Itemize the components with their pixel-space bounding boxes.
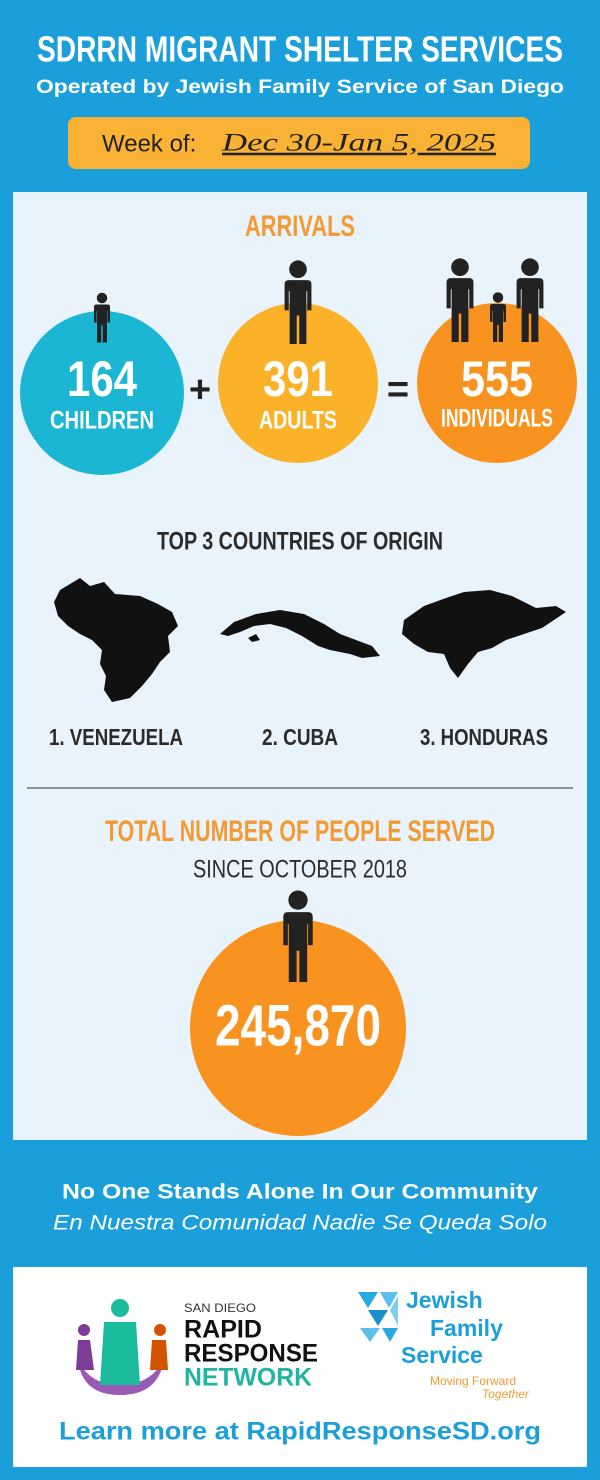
tagline-en: No One Stands Alone In Our Community bbox=[62, 1181, 538, 1204]
honduras-map bbox=[402, 590, 566, 678]
week-label: Week of: bbox=[102, 130, 196, 157]
footer-link[interactable]: Learn more at RapidResponseSD.org bbox=[59, 1418, 541, 1446]
plus-sign: + bbox=[189, 369, 211, 411]
jfs-line3: Service bbox=[401, 1342, 483, 1368]
countries-title: TOP 3 COUNTRIES OF ORIGIN bbox=[157, 528, 443, 556]
week-box bbox=[68, 117, 530, 169]
week-range: Dec 30-Jan 5, 2025 bbox=[221, 130, 496, 157]
cuba-map bbox=[220, 610, 380, 658]
tagline-es: En Nuestra Comunidad Nadie Se Queda Solo bbox=[53, 1212, 547, 1235]
adults-circle bbox=[218, 303, 378, 463]
total-count: 555 bbox=[461, 351, 533, 407]
jfs-tag1: Moving Forward bbox=[430, 1374, 516, 1388]
total-label: INDIVIDUALS bbox=[441, 405, 553, 433]
rrn-line4: NETWORK bbox=[184, 1364, 312, 1392]
adults-label: ADULTS bbox=[259, 407, 337, 435]
jfs-line1: Jewish bbox=[406, 1287, 483, 1313]
arrivals-title: ARRIVALS bbox=[245, 210, 355, 243]
venezuela-map bbox=[54, 578, 178, 702]
jfs-line2: Family bbox=[430, 1315, 503, 1341]
rrn-logo-mark bbox=[76, 1299, 168, 1395]
served-title: TOTAL NUMBER OF PEOPLE SERVED bbox=[105, 815, 495, 848]
country-label: 2. CUBA bbox=[262, 724, 338, 750]
country-label: 3. HONDURAS bbox=[420, 724, 548, 750]
rrn-line1: SAN DIEGO bbox=[184, 1301, 256, 1315]
subtitle: Operated by Jewish Family Service of San… bbox=[36, 77, 564, 98]
adults-count: 391 bbox=[263, 351, 333, 407]
served-subtitle: SINCE OCTOBER 2018 bbox=[193, 856, 407, 884]
jfs-tag2: Together bbox=[482, 1387, 530, 1401]
children-count: 164 bbox=[67, 351, 137, 407]
jfs-logo-mark bbox=[358, 1292, 398, 1342]
children-circle bbox=[20, 311, 184, 475]
total-circle bbox=[417, 303, 577, 463]
rrn-line2: RAPID bbox=[184, 1316, 262, 1344]
country-label: 1. VENEZUELA bbox=[49, 724, 183, 750]
equals-sign: = bbox=[387, 369, 409, 411]
rrn-line3: RESPONSE bbox=[184, 1340, 318, 1368]
served-count: 245,870 bbox=[215, 993, 381, 1058]
title: SDRRN MIGRANT SHELTER SERVICES bbox=[37, 29, 563, 70]
children-label: CHILDREN bbox=[50, 407, 154, 435]
served-circle bbox=[190, 920, 406, 1136]
